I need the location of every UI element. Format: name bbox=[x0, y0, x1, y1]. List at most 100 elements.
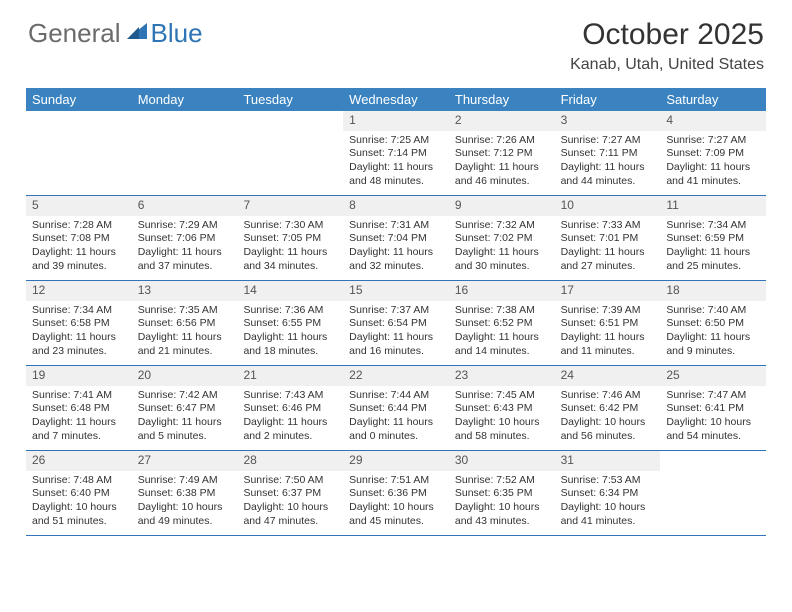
sunrise-text: Sunrise: 7:37 AM bbox=[349, 304, 443, 318]
sunrise-text: Sunrise: 7:39 AM bbox=[561, 304, 655, 318]
day-number: 11 bbox=[660, 196, 766, 216]
day-number: 6 bbox=[132, 196, 238, 216]
calendar-cell: 15Sunrise: 7:37 AMSunset: 6:54 PMDayligh… bbox=[343, 281, 449, 365]
day-number: 24 bbox=[555, 366, 661, 386]
day-number: 22 bbox=[343, 366, 449, 386]
cell-body: Sunrise: 7:34 AMSunset: 6:58 PMDaylight:… bbox=[26, 301, 132, 363]
daylight-text: Daylight: 11 hours and 7 minutes. bbox=[32, 416, 126, 443]
sunset-text: Sunset: 7:02 PM bbox=[455, 232, 549, 246]
daylight-text: Daylight: 11 hours and 5 minutes. bbox=[138, 416, 232, 443]
cell-body: Sunrise: 7:42 AMSunset: 6:47 PMDaylight:… bbox=[132, 386, 238, 448]
calendar-cell: 3Sunrise: 7:27 AMSunset: 7:11 PMDaylight… bbox=[555, 111, 661, 195]
cell-body: Sunrise: 7:33 AMSunset: 7:01 PMDaylight:… bbox=[555, 216, 661, 278]
cell-body: Sunrise: 7:51 AMSunset: 6:36 PMDaylight:… bbox=[343, 471, 449, 533]
daylight-text: Daylight: 11 hours and 37 minutes. bbox=[138, 246, 232, 273]
day-number: 26 bbox=[26, 451, 132, 471]
sunset-text: Sunset: 6:43 PM bbox=[455, 402, 549, 416]
calendar-cell: 26Sunrise: 7:48 AMSunset: 6:40 PMDayligh… bbox=[26, 451, 132, 535]
sunrise-text: Sunrise: 7:42 AM bbox=[138, 389, 232, 403]
daylight-text: Daylight: 11 hours and 0 minutes. bbox=[349, 416, 443, 443]
cell-body: Sunrise: 7:44 AMSunset: 6:44 PMDaylight:… bbox=[343, 386, 449, 448]
sunrise-text: Sunrise: 7:38 AM bbox=[455, 304, 549, 318]
day-number: 13 bbox=[132, 281, 238, 301]
day-number: 15 bbox=[343, 281, 449, 301]
cell-body: Sunrise: 7:25 AMSunset: 7:14 PMDaylight:… bbox=[343, 131, 449, 193]
day-number: 21 bbox=[237, 366, 343, 386]
week-row: 26Sunrise: 7:48 AMSunset: 6:40 PMDayligh… bbox=[26, 451, 766, 536]
day-number: 20 bbox=[132, 366, 238, 386]
day-header-row: Sunday Monday Tuesday Wednesday Thursday… bbox=[26, 88, 766, 111]
daylight-text: Daylight: 11 hours and 34 minutes. bbox=[243, 246, 337, 273]
calendar-cell: 29Sunrise: 7:51 AMSunset: 6:36 PMDayligh… bbox=[343, 451, 449, 535]
logo-blue: Blue bbox=[151, 18, 203, 49]
week-row: 5Sunrise: 7:28 AMSunset: 7:08 PMDaylight… bbox=[26, 196, 766, 281]
day-number: 2 bbox=[449, 111, 555, 131]
daylight-text: Daylight: 10 hours and 54 minutes. bbox=[666, 416, 760, 443]
day-number: 8 bbox=[343, 196, 449, 216]
day-number: 18 bbox=[660, 281, 766, 301]
daylight-text: Daylight: 11 hours and 32 minutes. bbox=[349, 246, 443, 273]
month-title: October 2025 bbox=[570, 18, 764, 52]
daylight-text: Daylight: 11 hours and 23 minutes. bbox=[32, 331, 126, 358]
daylight-text: Daylight: 11 hours and 18 minutes. bbox=[243, 331, 337, 358]
sunset-text: Sunset: 7:05 PM bbox=[243, 232, 337, 246]
day-number: 28 bbox=[237, 451, 343, 471]
sunset-text: Sunset: 6:42 PM bbox=[561, 402, 655, 416]
day-number: 23 bbox=[449, 366, 555, 386]
sunrise-text: Sunrise: 7:26 AM bbox=[455, 134, 549, 148]
cell-body: Sunrise: 7:40 AMSunset: 6:50 PMDaylight:… bbox=[660, 301, 766, 363]
calendar-cell: 20Sunrise: 7:42 AMSunset: 6:47 PMDayligh… bbox=[132, 366, 238, 450]
day-number: 29 bbox=[343, 451, 449, 471]
calendar-cell: 4Sunrise: 7:27 AMSunset: 7:09 PMDaylight… bbox=[660, 111, 766, 195]
sunrise-text: Sunrise: 7:40 AM bbox=[666, 304, 760, 318]
calendar-cell: 30Sunrise: 7:52 AMSunset: 6:35 PMDayligh… bbox=[449, 451, 555, 535]
sunset-text: Sunset: 6:51 PM bbox=[561, 317, 655, 331]
sunset-text: Sunset: 7:06 PM bbox=[138, 232, 232, 246]
daylight-text: Daylight: 11 hours and 39 minutes. bbox=[32, 246, 126, 273]
calendar-cell: 16Sunrise: 7:38 AMSunset: 6:52 PMDayligh… bbox=[449, 281, 555, 365]
cell-body: Sunrise: 7:47 AMSunset: 6:41 PMDaylight:… bbox=[660, 386, 766, 448]
cell-body: Sunrise: 7:27 AMSunset: 7:11 PMDaylight:… bbox=[555, 131, 661, 193]
day-number: 5 bbox=[26, 196, 132, 216]
sunrise-text: Sunrise: 7:28 AM bbox=[32, 219, 126, 233]
cell-body: Sunrise: 7:29 AMSunset: 7:06 PMDaylight:… bbox=[132, 216, 238, 278]
logo-general: General bbox=[28, 18, 121, 49]
sunrise-text: Sunrise: 7:48 AM bbox=[32, 474, 126, 488]
day-number: 3 bbox=[555, 111, 661, 131]
week-row: 19Sunrise: 7:41 AMSunset: 6:48 PMDayligh… bbox=[26, 366, 766, 451]
daylight-text: Daylight: 11 hours and 21 minutes. bbox=[138, 331, 232, 358]
day-number: 7 bbox=[237, 196, 343, 216]
day-header: Monday bbox=[132, 88, 238, 111]
calendar-cell: 24Sunrise: 7:46 AMSunset: 6:42 PMDayligh… bbox=[555, 366, 661, 450]
sunset-text: Sunset: 6:59 PM bbox=[666, 232, 760, 246]
sunrise-text: Sunrise: 7:44 AM bbox=[349, 389, 443, 403]
cell-body: Sunrise: 7:46 AMSunset: 6:42 PMDaylight:… bbox=[555, 386, 661, 448]
week-row: 12Sunrise: 7:34 AMSunset: 6:58 PMDayligh… bbox=[26, 281, 766, 366]
calendar-cell: 18Sunrise: 7:40 AMSunset: 6:50 PMDayligh… bbox=[660, 281, 766, 365]
sunset-text: Sunset: 6:54 PM bbox=[349, 317, 443, 331]
day-header: Sunday bbox=[26, 88, 132, 111]
daylight-text: Daylight: 11 hours and 14 minutes. bbox=[455, 331, 549, 358]
day-number: 25 bbox=[660, 366, 766, 386]
daylight-text: Daylight: 11 hours and 9 minutes. bbox=[666, 331, 760, 358]
cell-body: Sunrise: 7:39 AMSunset: 6:51 PMDaylight:… bbox=[555, 301, 661, 363]
calendar-cell: 31Sunrise: 7:53 AMSunset: 6:34 PMDayligh… bbox=[555, 451, 661, 535]
cell-body: Sunrise: 7:32 AMSunset: 7:02 PMDaylight:… bbox=[449, 216, 555, 278]
calendar-cell: 6Sunrise: 7:29 AMSunset: 7:06 PMDaylight… bbox=[132, 196, 238, 280]
daylight-text: Daylight: 11 hours and 41 minutes. bbox=[666, 161, 760, 188]
daylight-text: Daylight: 10 hours and 49 minutes. bbox=[138, 501, 232, 528]
day-header: Wednesday bbox=[343, 88, 449, 111]
cell-body: Sunrise: 7:27 AMSunset: 7:09 PMDaylight:… bbox=[660, 131, 766, 193]
sunset-text: Sunset: 6:48 PM bbox=[32, 402, 126, 416]
logo-sail-icon bbox=[125, 21, 149, 46]
sunrise-text: Sunrise: 7:45 AM bbox=[455, 389, 549, 403]
calendar-cell: 27Sunrise: 7:49 AMSunset: 6:38 PMDayligh… bbox=[132, 451, 238, 535]
calendar-cell: 22Sunrise: 7:44 AMSunset: 6:44 PMDayligh… bbox=[343, 366, 449, 450]
day-number: 14 bbox=[237, 281, 343, 301]
cell-body: Sunrise: 7:37 AMSunset: 6:54 PMDaylight:… bbox=[343, 301, 449, 363]
cell-body: Sunrise: 7:41 AMSunset: 6:48 PMDaylight:… bbox=[26, 386, 132, 448]
calendar-cell: 0 bbox=[660, 451, 766, 535]
cell-body: Sunrise: 7:52 AMSunset: 6:35 PMDaylight:… bbox=[449, 471, 555, 533]
cell-body: Sunrise: 7:30 AMSunset: 7:05 PMDaylight:… bbox=[237, 216, 343, 278]
daylight-text: Daylight: 11 hours and 16 minutes. bbox=[349, 331, 443, 358]
